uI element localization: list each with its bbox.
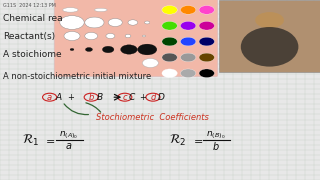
Text: $a$: $a$ <box>65 141 72 151</box>
Circle shape <box>138 44 157 55</box>
Circle shape <box>162 53 177 62</box>
Text: $=$: $=$ <box>191 135 203 145</box>
Text: B: B <box>97 93 103 102</box>
Text: Stochiometric  Coefficients: Stochiometric Coefficients <box>96 113 209 122</box>
Circle shape <box>106 33 115 39</box>
Circle shape <box>64 31 80 40</box>
Circle shape <box>142 58 158 68</box>
Circle shape <box>60 16 84 29</box>
Circle shape <box>180 69 196 78</box>
Ellipse shape <box>94 8 107 12</box>
Text: $\mathcal{R}_1$: $\mathcal{R}_1$ <box>22 133 39 148</box>
Circle shape <box>162 21 177 30</box>
Text: +: + <box>68 93 75 102</box>
Circle shape <box>162 6 177 14</box>
Text: Chemical rea: Chemical rea <box>3 14 63 23</box>
Text: Reactant(s): Reactant(s) <box>3 31 55 40</box>
Ellipse shape <box>241 27 299 67</box>
Circle shape <box>199 37 214 46</box>
Ellipse shape <box>63 8 78 12</box>
Text: a: a <box>47 93 52 102</box>
Text: $\mathcal{R}_2$: $\mathcal{R}_2$ <box>169 133 186 148</box>
Circle shape <box>145 21 150 24</box>
FancyBboxPatch shape <box>219 0 320 72</box>
Circle shape <box>180 6 196 14</box>
Circle shape <box>70 48 74 51</box>
Circle shape <box>199 21 214 30</box>
Text: D: D <box>158 93 165 102</box>
Text: +: + <box>140 93 147 102</box>
Circle shape <box>255 12 284 28</box>
Text: G11S  2024 12:13 PM: G11S 2024 12:13 PM <box>3 3 56 8</box>
Circle shape <box>108 19 122 26</box>
Text: $n_{(B)_0}$: $n_{(B)_0}$ <box>206 129 226 141</box>
Circle shape <box>199 6 214 14</box>
Text: A stoichiome: A stoichiome <box>3 50 62 59</box>
Text: $n_{(A)_0}$: $n_{(A)_0}$ <box>59 129 78 141</box>
Circle shape <box>85 32 98 40</box>
Circle shape <box>85 48 92 51</box>
Circle shape <box>180 53 196 62</box>
Circle shape <box>180 21 196 30</box>
Text: C: C <box>129 93 135 102</box>
Text: d: d <box>150 93 156 102</box>
Circle shape <box>180 37 196 46</box>
Text: $=$: $=$ <box>44 135 56 145</box>
FancyBboxPatch shape <box>54 0 218 76</box>
Circle shape <box>162 69 177 78</box>
Circle shape <box>85 17 104 28</box>
Circle shape <box>199 69 214 78</box>
Text: c: c <box>123 93 127 102</box>
Circle shape <box>125 34 131 38</box>
Circle shape <box>121 45 137 54</box>
Text: b: b <box>89 93 94 102</box>
Circle shape <box>162 37 177 46</box>
Circle shape <box>142 35 146 37</box>
Text: $b$: $b$ <box>212 140 220 152</box>
Circle shape <box>199 53 214 62</box>
Circle shape <box>102 46 114 53</box>
Circle shape <box>128 20 138 25</box>
Text: A non-stoichiometric initial mixture: A non-stoichiometric initial mixture <box>3 72 151 81</box>
Text: A: A <box>55 93 62 102</box>
